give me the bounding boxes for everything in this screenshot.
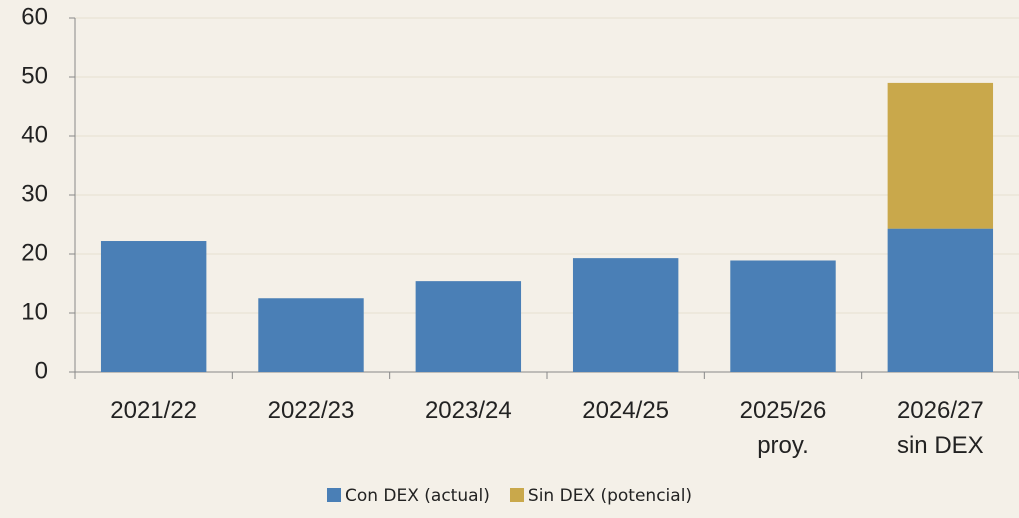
bar [887,82,994,229]
x-tick-label: 2025/26 proy. [739,397,827,459]
legend-item: Con DEX (actual) [326,486,490,506]
y-tick-label: 60 [21,3,48,30]
y-tick-label: 30 [21,180,48,207]
legend-swatch [509,488,524,502]
legend-swatch [326,488,341,502]
x-tick-label: 2026/27 sin DEX [896,397,984,459]
legend: Con DEX (actual) Sin DEX (potencial) [0,486,1019,506]
x-tick-label: 2021/22 [110,397,198,424]
bar [730,260,836,372]
bar [100,241,207,372]
x-tick-label: 2024/25 [582,397,670,424]
bar [415,281,522,372]
y-tick-label: 40 [21,121,48,148]
x-tick-label: 2022/23 [267,397,355,424]
y-tick-label: 50 [21,62,48,89]
y-tick-label: 20 [21,239,48,266]
legend-label: Con DEX (actual) [344,486,490,506]
bar [258,298,364,372]
legend-label: Sin DEX (potencial) [527,486,693,506]
legend-item: Sin DEX (potencial) [509,486,693,506]
bar [887,228,994,372]
bar [572,258,679,372]
x-tick-label: 2023/24 [424,397,512,424]
y-tick-label: 10 [21,298,48,325]
y-tick-label: 0 [35,357,48,384]
